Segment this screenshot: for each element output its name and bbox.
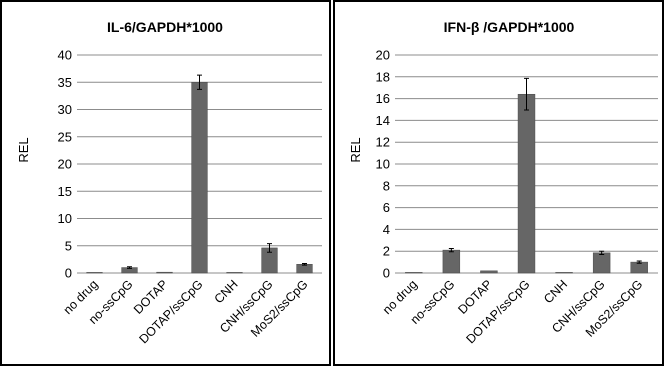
error-bar-no-sscpg: [448, 247, 454, 253]
y-tick-label: 16: [376, 91, 390, 106]
y-tick-label: 25: [58, 129, 72, 144]
bar-dotap-sscpg: [517, 93, 536, 274]
y-tick-label: 0: [65, 266, 72, 281]
bar-no-drug: [86, 272, 103, 274]
y-tick-label: 6: [383, 200, 390, 215]
bar-dotap: [480, 270, 498, 274]
bar-mos2-sscpg: [630, 261, 648, 274]
error-bar-cnh-sscpg: [267, 243, 272, 253]
error-bar-no-sscpg: [127, 266, 132, 269]
bar-dotap-sscpg: [191, 82, 208, 274]
y-tick-label: 20: [58, 157, 72, 172]
bar-cnh: [226, 272, 243, 274]
chart-title: IL-6/GAPDH*1000: [107, 19, 223, 35]
panel-left-border: [0, 0, 331, 366]
y-tick-label: 12: [376, 135, 390, 150]
y-tick-label: 18: [376, 69, 390, 84]
bar-no-drug: [405, 272, 423, 274]
bar-cnh-sscpg: [592, 252, 611, 274]
y-tick-label: 14: [376, 113, 390, 128]
y-axis-label: REL: [348, 137, 363, 162]
y-tick-label: 2: [383, 244, 390, 259]
error-bar-dotap-sscpg: [197, 74, 202, 90]
y-tick-label: 40: [58, 48, 72, 63]
y-tick-label: 35: [58, 75, 72, 90]
bar-cnh: [555, 272, 573, 274]
error-bar-mos2-sscpg: [302, 262, 307, 266]
bar-dotap: [156, 271, 173, 274]
y-tick-label: 15: [58, 184, 72, 199]
error-bar-cnh-sscpg: [599, 250, 605, 255]
y-tick-label: 20: [376, 48, 390, 63]
y-tick-label: 30: [58, 102, 72, 117]
y-tick-label: 5: [65, 238, 72, 253]
y-tick-label: 10: [376, 157, 390, 172]
bar-no-sscpg: [442, 249, 461, 274]
y-axis-label: REL: [16, 137, 31, 162]
chart-title: IFN-β /GAPDH*1000: [444, 19, 575, 35]
y-tick-label: 10: [58, 211, 72, 226]
y-tick-label: 0: [383, 266, 390, 281]
y-tick-label: 4: [383, 222, 390, 237]
error-bar-dotap-sscpg: [524, 77, 529, 111]
y-tick-label: 8: [383, 178, 390, 193]
error-bar-mos2-sscpg: [636, 260, 642, 264]
panel-right-border: [333, 0, 664, 366]
